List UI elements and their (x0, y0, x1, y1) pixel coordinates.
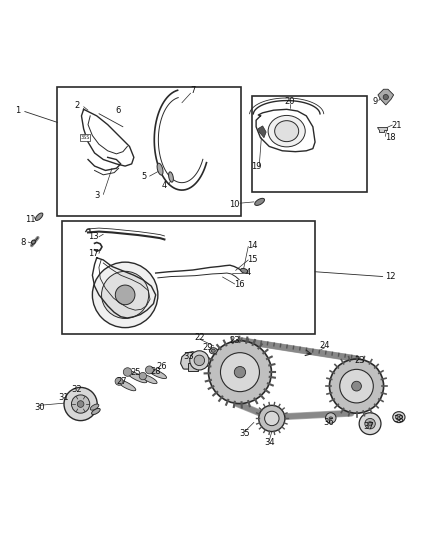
Circle shape (123, 368, 132, 376)
Text: 25: 25 (130, 368, 141, 377)
Circle shape (115, 377, 123, 385)
Circle shape (259, 405, 285, 432)
Text: 35: 35 (239, 429, 250, 438)
Text: 6: 6 (115, 106, 120, 115)
Text: 23: 23 (354, 356, 365, 365)
Text: 3: 3 (94, 191, 99, 200)
Text: 11: 11 (25, 215, 35, 224)
Ellipse shape (35, 213, 43, 221)
Circle shape (77, 401, 84, 407)
Circle shape (102, 271, 149, 318)
Ellipse shape (329, 417, 332, 419)
Text: 21: 21 (392, 120, 403, 130)
Text: 24: 24 (319, 342, 330, 351)
Ellipse shape (212, 349, 215, 352)
Text: 20: 20 (285, 97, 295, 106)
Polygon shape (258, 126, 266, 138)
Circle shape (340, 369, 373, 403)
Ellipse shape (125, 370, 147, 383)
Text: 33: 33 (183, 351, 194, 360)
Circle shape (194, 355, 205, 366)
Ellipse shape (396, 414, 402, 420)
Text: 36: 36 (324, 418, 334, 427)
Polygon shape (180, 352, 201, 369)
Text: 32: 32 (71, 385, 81, 394)
Bar (62, 221, 315, 334)
Text: 37: 37 (363, 422, 374, 431)
Text: 28: 28 (150, 367, 161, 376)
Polygon shape (378, 89, 394, 105)
Text: 12: 12 (385, 272, 396, 281)
Circle shape (265, 411, 279, 426)
Text: 17: 17 (88, 249, 99, 258)
Text: 16: 16 (234, 280, 245, 289)
Text: 30: 30 (34, 402, 44, 411)
Text: 14: 14 (247, 241, 258, 250)
Text: 1: 1 (15, 106, 21, 115)
Circle shape (145, 366, 153, 374)
Ellipse shape (157, 163, 163, 175)
Bar (57, 87, 241, 216)
Ellipse shape (255, 198, 265, 205)
Text: 22: 22 (194, 333, 205, 342)
Circle shape (365, 418, 375, 429)
Circle shape (64, 387, 97, 421)
Circle shape (71, 395, 90, 413)
Polygon shape (377, 127, 387, 132)
Text: 3SS: 3SS (80, 135, 90, 140)
Text: 5: 5 (141, 172, 147, 181)
Ellipse shape (268, 116, 305, 147)
Circle shape (368, 422, 372, 426)
Ellipse shape (92, 408, 100, 415)
Ellipse shape (90, 404, 99, 410)
Ellipse shape (117, 379, 136, 391)
Text: 27: 27 (117, 377, 127, 386)
Ellipse shape (148, 368, 166, 378)
Circle shape (115, 285, 135, 305)
Ellipse shape (393, 411, 405, 423)
Circle shape (234, 367, 246, 378)
Circle shape (329, 359, 384, 413)
Circle shape (359, 413, 381, 434)
Circle shape (352, 381, 361, 391)
Ellipse shape (209, 348, 217, 354)
Circle shape (139, 373, 147, 379)
Circle shape (325, 413, 336, 423)
Circle shape (190, 351, 209, 370)
Text: 19: 19 (251, 163, 261, 172)
Ellipse shape (275, 120, 299, 142)
Circle shape (208, 341, 272, 403)
Text: 2: 2 (74, 101, 80, 110)
Ellipse shape (169, 172, 173, 182)
Text: 15: 15 (247, 255, 258, 264)
Bar (252, 96, 367, 192)
Circle shape (92, 262, 158, 328)
Text: 38: 38 (393, 415, 404, 424)
Text: 10: 10 (229, 200, 240, 209)
Ellipse shape (141, 375, 157, 384)
Text: 4: 4 (162, 181, 167, 190)
Text: 7: 7 (190, 86, 195, 95)
Ellipse shape (240, 269, 248, 273)
Text: 18: 18 (385, 133, 396, 142)
Text: 8: 8 (21, 238, 26, 247)
Ellipse shape (32, 240, 35, 244)
Text: 13: 13 (88, 232, 99, 241)
Circle shape (220, 353, 259, 392)
Text: 26: 26 (156, 361, 167, 370)
Text: 34: 34 (264, 438, 275, 447)
Text: 4: 4 (246, 268, 251, 277)
Bar (187, 363, 198, 371)
Text: 29: 29 (203, 343, 213, 352)
Text: 23: 23 (229, 336, 240, 345)
Text: 31: 31 (59, 393, 69, 402)
Text: 9: 9 (373, 98, 378, 107)
Circle shape (383, 94, 389, 100)
